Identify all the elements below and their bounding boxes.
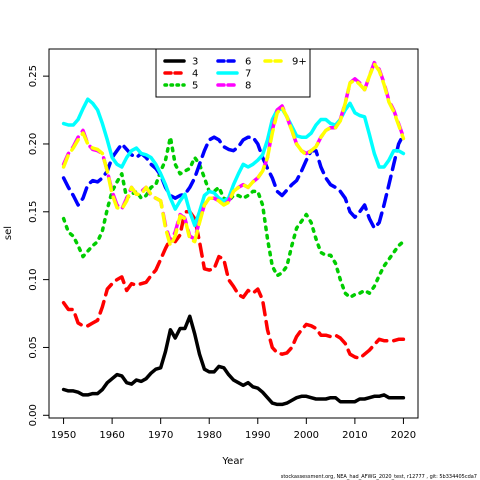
- legend-label: 9+: [292, 57, 307, 68]
- legend-label: 6: [245, 57, 251, 68]
- series-line-4: [61, 210, 406, 361]
- x-axis: 1950 1960 1970 1980 1990 2000 2010 2020: [51, 417, 416, 441]
- series-line-6: [61, 132, 406, 230]
- footnote: stockassessment.org, NEA_had_AFWG_2020_t…: [281, 474, 477, 480]
- legend-label: 7: [245, 69, 251, 80]
- legend-label: 5: [192, 81, 198, 92]
- y-axis-title: sel: [3, 226, 14, 240]
- y-tick-label: 0.20: [28, 133, 39, 155]
- series-line-7: [61, 97, 406, 228]
- legend-label: 3: [192, 57, 198, 68]
- series-line-3: [61, 314, 406, 407]
- y-tick-label: 0.05: [28, 336, 39, 358]
- x-tick-label: 2010: [342, 430, 367, 441]
- series-layer: [61, 60, 406, 407]
- y-axis: 0.00 0.05 0.10 0.15 0.20 0.25: [28, 65, 50, 426]
- legend-label: 8: [245, 81, 251, 92]
- x-tick-label: 1960: [99, 430, 124, 441]
- x-tick-label: 1970: [148, 430, 173, 441]
- x-tick-label: 2020: [391, 430, 416, 441]
- y-tick-label: 0.25: [28, 65, 39, 87]
- y-tick-label: 0.10: [28, 268, 39, 290]
- legend: 345 678 9+: [155, 48, 311, 98]
- x-tick-label: 1980: [196, 430, 221, 441]
- x-tick-label: 1990: [245, 430, 270, 441]
- y-tick-label: 0.15: [28, 201, 39, 223]
- legend-label: 4: [192, 69, 198, 80]
- x-tick-label: 2000: [294, 430, 319, 441]
- y-tick-label: 0.00: [28, 404, 39, 426]
- x-tick-label: 1950: [51, 430, 76, 441]
- x-axis-title: Year: [221, 456, 244, 467]
- series-line-9plus: [61, 62, 406, 248]
